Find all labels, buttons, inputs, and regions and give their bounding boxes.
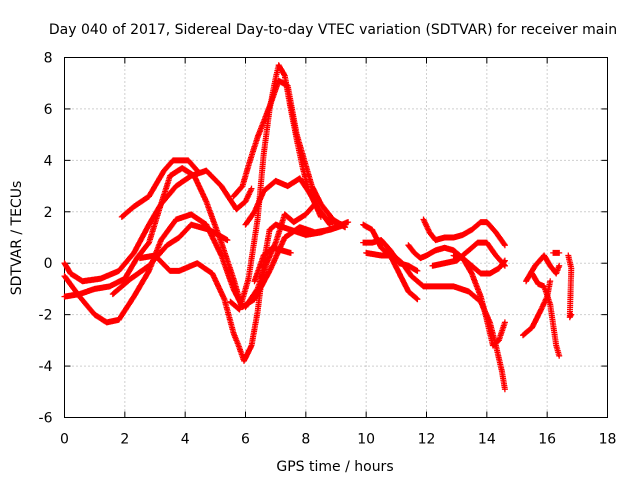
y-axis-title: SDTVAR / TECUs (9, 181, 25, 296)
series-sat-d (61, 165, 243, 303)
y-tick-label: 6 (44, 102, 53, 118)
y-tick-label: -6 (39, 411, 53, 427)
series-markers (242, 175, 324, 228)
series-markers (61, 165, 243, 303)
x-tick-label: 16 (538, 432, 556, 448)
series-sat-w (565, 252, 575, 321)
series-markers (523, 252, 563, 285)
series-markers (118, 157, 201, 220)
y-tick-label: 8 (44, 51, 53, 67)
series-markers (565, 252, 575, 321)
series-markers (550, 249, 563, 256)
series-sat-p (420, 216, 508, 249)
x-tick-label: 10 (357, 432, 375, 448)
y-tick-label: 2 (44, 205, 53, 221)
data-points (61, 62, 575, 393)
series-sat-l (360, 221, 421, 303)
series-sat-c (118, 157, 201, 220)
series-sat-e (109, 221, 231, 298)
series-markers (251, 244, 294, 285)
series-markers (109, 221, 231, 298)
plot-frame (64, 57, 608, 418)
series-sat-r (450, 252, 508, 277)
series-markers (230, 77, 349, 231)
series-sat-h (230, 77, 349, 231)
x-tick-label: 4 (181, 432, 190, 448)
grid (64, 57, 608, 418)
series-markers (360, 221, 421, 303)
x-tick-label: 12 (418, 432, 436, 448)
x-tick-label: 8 (301, 432, 310, 448)
y-tick-label: 4 (44, 153, 53, 169)
x-tick-label: 2 (120, 432, 129, 448)
series-sat-u (529, 270, 563, 359)
x-axis-title: GPS time / hours (276, 459, 393, 475)
chart-title: Day 040 of 2017, Sidereal Day-to-day VTE… (49, 22, 617, 38)
series-markers (529, 270, 563, 359)
y-tick-label: -4 (39, 359, 53, 375)
axis-ticks: 0 2 4 6 8 10 12 14 16 18 -6 -4 -2 0 2 4 6 8 (39, 51, 617, 448)
series-markers (420, 216, 508, 249)
x-tick-label: 0 (60, 432, 69, 448)
x-tick-label: 6 (241, 432, 250, 448)
y-tick-label: 0 (44, 256, 53, 272)
y-tick-label: -2 (39, 308, 53, 324)
x-tick-label: 14 (478, 432, 496, 448)
series-sat-v (550, 249, 563, 256)
series-sat-t (523, 252, 563, 285)
series-sat-j (251, 244, 294, 285)
series-markers (450, 252, 508, 277)
x-tick-label: 18 (599, 432, 617, 448)
series-sat-k (242, 175, 324, 228)
